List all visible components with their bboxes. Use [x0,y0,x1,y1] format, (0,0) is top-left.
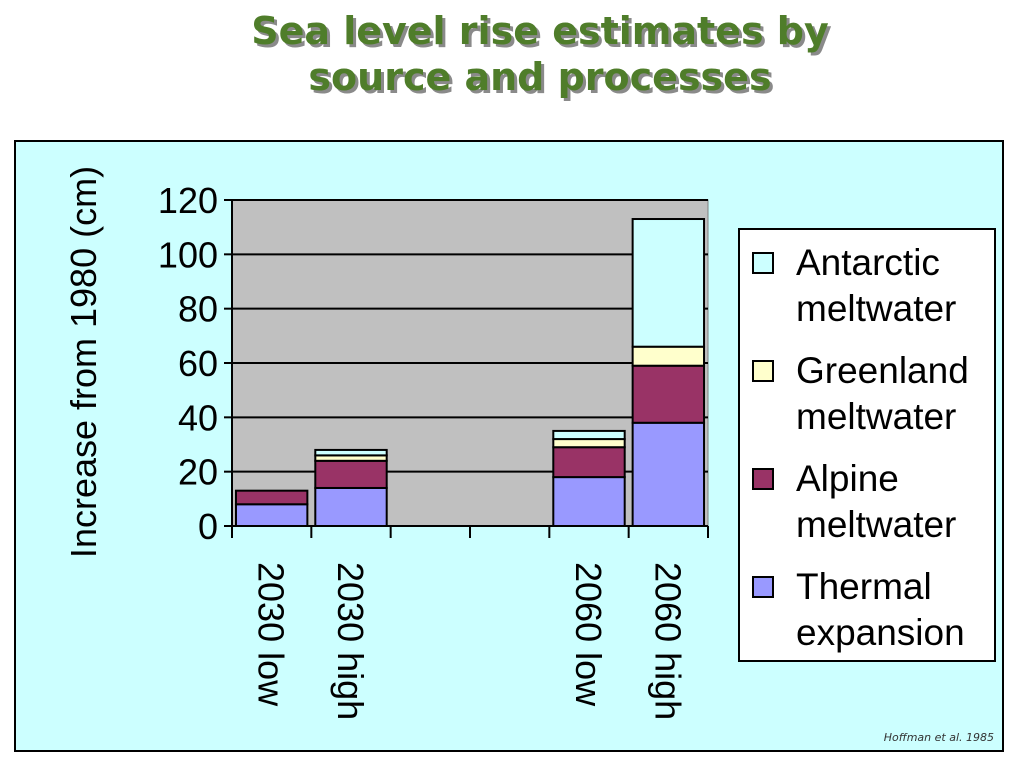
y-axis-label: Increase from 1980 (cm) [63,166,104,558]
bar-segment [631,364,706,424]
y-tick-label: 100 [158,234,218,275]
x-tick-label: 2030 low [251,562,292,707]
bar-segment [631,345,706,367]
y-tick-label: 120 [158,180,218,221]
y-tick-label: 40 [178,397,218,438]
legend-label-line1: Antarctic [796,242,940,283]
legend-label-line1: Thermal [796,566,932,607]
legend-label-line1: Greenland [796,350,969,391]
bar-segment [631,421,706,527]
bar-segment [314,486,388,528]
bar-segment [631,218,706,348]
legend-swatch-thermal [752,576,774,598]
x-tick-label: 2060 low [568,562,609,707]
bar-segment [552,438,626,449]
bar-segment [314,448,388,457]
bar-segment [234,489,309,506]
bar-segment [552,476,626,528]
bar-segment [314,459,388,489]
bar-segment [234,503,309,527]
title-line-1: Sea level rise estimates by [251,9,829,53]
y-tick-label: 0 [198,506,218,547]
y-tick-label: 20 [178,452,218,493]
legend-label-line2: expansion [796,612,965,653]
bar-segment [552,429,626,441]
chart-frame: 0 20 40 60 80 100 120 2030 low 2030 high 2060 low… [14,140,1004,752]
y-tick-label: 60 [178,343,218,384]
title-line-2: source and processes [308,55,772,99]
stacked-bar-chart: 0 20 40 60 80 100 120 2030 low 2030 high 2060 low… [63,166,709,720]
legend-swatch-greenland [752,360,774,382]
legend-label-line2: meltwater [796,396,957,437]
legend-swatch-alpine [752,468,774,490]
x-tick-label: 2030 high [330,562,371,720]
legend-label-line2: meltwater [796,288,957,329]
citation: Hoffman et al. 1985 [883,731,994,744]
y-tick-label: 80 [178,289,218,330]
legend-swatch-antarctic [752,252,774,274]
x-tick-label: 2060 high [647,562,688,720]
legend-label-line1: Alpine [796,458,899,499]
bar-segment [552,446,626,479]
legend-label-line2: meltwater [796,504,957,545]
page-title: Sea level rise estimates by source and p… [0,8,1024,100]
legend: Antarctic meltwater Greenland meltwater … [738,228,996,662]
